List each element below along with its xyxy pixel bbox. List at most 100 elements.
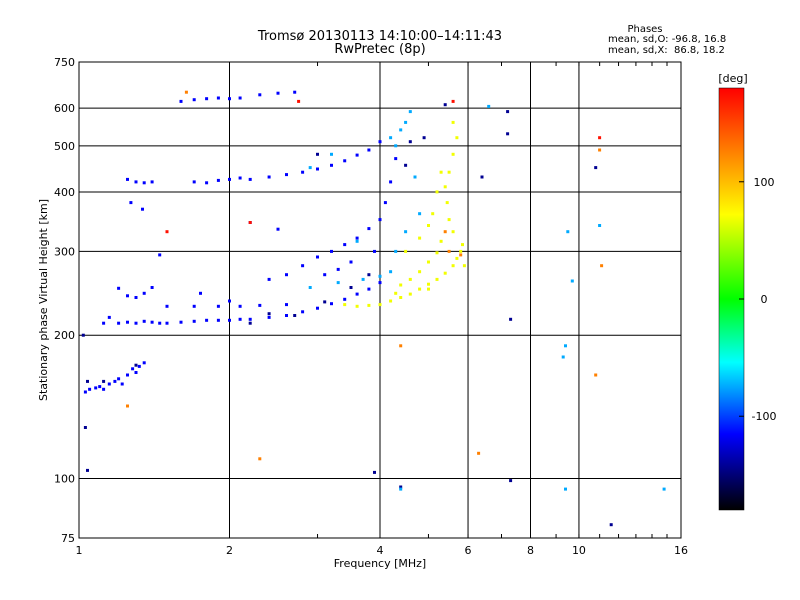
data-point — [408, 277, 412, 281]
data-point — [102, 379, 106, 383]
data-point — [107, 382, 111, 386]
data-point — [378, 140, 382, 144]
data-point — [126, 373, 129, 377]
data-point — [258, 457, 262, 461]
data-point — [81, 333, 85, 337]
phase-stats-x: mean, sd,X: 86.8, 18.2 — [608, 45, 725, 56]
data-point — [192, 304, 196, 308]
data-point — [600, 264, 604, 268]
data-point — [297, 99, 301, 103]
data-point — [427, 287, 430, 291]
data-point — [564, 487, 567, 491]
data-point — [459, 249, 463, 253]
data-point — [443, 185, 447, 189]
data-point — [158, 321, 162, 325]
data-point — [451, 152, 455, 156]
data-point — [330, 302, 333, 306]
data-point — [361, 277, 365, 281]
data-point — [399, 296, 403, 299]
data-point — [461, 243, 464, 247]
data-point — [451, 99, 455, 103]
data-point — [594, 373, 598, 377]
data-point — [142, 181, 146, 185]
data-point — [83, 390, 87, 394]
chart-subtitle: RwPretec (8p) — [334, 42, 425, 57]
data-point — [399, 128, 403, 132]
data-point — [134, 296, 138, 299]
x-axis-ticks: 1 2 4 6 8 10 16 — [76, 62, 688, 557]
data-point — [404, 120, 408, 124]
data-point — [367, 148, 371, 152]
data-point — [418, 236, 422, 240]
data-point — [373, 249, 376, 253]
data-point — [205, 181, 209, 185]
data-point — [343, 297, 347, 301]
data-point — [394, 144, 398, 148]
data-point — [98, 385, 102, 389]
data-point — [228, 177, 231, 181]
data-point — [343, 243, 347, 247]
data-point — [330, 249, 333, 253]
data-point — [205, 318, 209, 322]
data-point — [165, 230, 169, 234]
data-point — [399, 344, 403, 348]
data-point — [293, 90, 297, 94]
data-point — [509, 479, 513, 483]
data-point — [394, 291, 398, 295]
colorbar-label: [deg] — [718, 72, 747, 85]
phase-stats-o: mean, sd,O: -96.8, 16.8 — [608, 34, 726, 45]
data-point — [267, 312, 271, 316]
data-point — [439, 170, 443, 174]
data-point — [276, 91, 280, 95]
data-point — [435, 277, 439, 281]
data-point — [564, 344, 567, 348]
data-point — [126, 320, 129, 324]
colorbar-ticks: 100 0 -100 — [739, 176, 776, 423]
data-point — [308, 166, 312, 170]
data-points — [81, 90, 666, 527]
data-point — [316, 306, 319, 310]
data-point — [323, 300, 327, 304]
y-tick-label: 500 — [54, 140, 75, 153]
data-point — [267, 315, 271, 319]
data-point — [228, 318, 231, 322]
data-point — [142, 361, 146, 365]
x-tick-label: 1 — [76, 544, 83, 557]
data-point — [477, 451, 481, 455]
x-tick-label: 4 — [377, 544, 384, 557]
data-point — [285, 314, 288, 317]
y-tick-label: 600 — [54, 102, 75, 115]
x-tick-label: 10 — [572, 544, 586, 557]
data-point — [598, 224, 602, 227]
data-point — [94, 386, 98, 390]
data-point — [418, 270, 422, 274]
data-point — [355, 292, 359, 296]
data-point — [349, 260, 353, 264]
data-point — [399, 485, 403, 489]
data-point — [120, 382, 124, 386]
data-point — [439, 239, 443, 243]
data-point — [418, 212, 422, 216]
data-point — [134, 321, 138, 325]
data-point — [443, 103, 447, 107]
x-tick-label: 16 — [674, 544, 688, 557]
y-axis-ticks: 75 100 200 300 400 500 600 750 — [54, 56, 75, 545]
data-point — [349, 286, 353, 289]
data-point — [285, 303, 288, 307]
data-point — [399, 487, 403, 491]
data-point — [323, 273, 327, 277]
data-point — [455, 136, 459, 140]
data-point — [258, 93, 262, 97]
data-point — [117, 286, 121, 290]
data-point — [248, 221, 252, 224]
data-point — [238, 304, 242, 308]
data-point — [216, 318, 220, 322]
data-point — [598, 148, 602, 152]
data-point — [258, 303, 262, 307]
data-point — [408, 110, 412, 114]
data-point — [102, 321, 106, 325]
data-point — [285, 173, 288, 177]
data-point — [248, 177, 252, 181]
data-point — [301, 310, 305, 314]
data-point — [378, 274, 382, 278]
